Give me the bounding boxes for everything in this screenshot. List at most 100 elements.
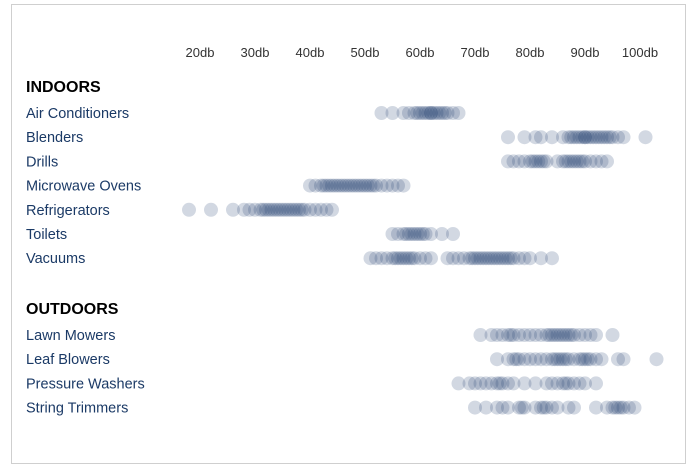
data-point xyxy=(611,130,625,145)
data-point xyxy=(404,251,419,266)
data-point xyxy=(556,376,570,391)
data-point xyxy=(506,328,521,342)
data-point xyxy=(578,376,592,391)
data-point xyxy=(605,328,620,342)
data-point xyxy=(495,328,510,342)
data-point xyxy=(479,251,493,266)
data-point xyxy=(440,106,455,120)
data-point xyxy=(275,202,290,217)
data-point xyxy=(550,352,565,367)
data-point xyxy=(355,178,370,193)
data-point xyxy=(391,251,405,266)
data-point xyxy=(528,376,543,391)
data-point xyxy=(578,130,592,145)
data-point xyxy=(446,227,460,241)
data-point xyxy=(591,130,606,145)
data-point xyxy=(561,328,576,342)
data-point xyxy=(404,227,419,241)
data-point xyxy=(473,376,488,391)
data-point xyxy=(589,400,603,415)
data-point xyxy=(583,328,598,342)
data-point xyxy=(413,106,427,120)
category-label: Blenders xyxy=(26,130,83,146)
data-point xyxy=(572,352,587,367)
data-point xyxy=(528,130,543,145)
data-point xyxy=(525,154,540,169)
data-point xyxy=(182,202,196,217)
data-point xyxy=(396,178,411,193)
data-point xyxy=(575,130,590,145)
data-point xyxy=(594,130,609,145)
data-point xyxy=(578,328,592,342)
data-point xyxy=(561,376,576,391)
data-point xyxy=(457,251,471,266)
data-point xyxy=(413,227,427,241)
data-point xyxy=(616,352,631,367)
data-point xyxy=(528,400,543,415)
data-point xyxy=(509,352,524,367)
data-point xyxy=(550,328,565,342)
data-point xyxy=(501,154,515,169)
data-point xyxy=(589,328,603,342)
data-point xyxy=(539,328,554,342)
data-point xyxy=(567,352,581,367)
data-point xyxy=(352,178,367,193)
data-point xyxy=(393,251,408,266)
data-point xyxy=(415,227,430,241)
data-point xyxy=(363,251,378,266)
data-point xyxy=(517,328,532,342)
data-point xyxy=(435,227,449,241)
data-point xyxy=(451,251,466,266)
data-point xyxy=(564,328,579,342)
data-point xyxy=(492,376,507,391)
data-point xyxy=(256,202,271,217)
data-point xyxy=(374,106,389,120)
data-point xyxy=(429,106,444,120)
data-point xyxy=(616,400,631,415)
data-point xyxy=(539,352,554,367)
data-point xyxy=(319,202,334,217)
data-point xyxy=(446,251,460,266)
data-point xyxy=(336,178,350,193)
data-point xyxy=(292,202,306,217)
data-point xyxy=(536,154,551,169)
data-point xyxy=(424,106,438,120)
data-point xyxy=(583,154,598,169)
data-point xyxy=(616,130,631,145)
data-point xyxy=(534,328,548,342)
data-point xyxy=(490,328,504,342)
data-point xyxy=(487,251,502,266)
data-point xyxy=(553,328,568,342)
data-point xyxy=(506,376,521,391)
data-point xyxy=(517,352,532,367)
data-point xyxy=(602,130,617,145)
data-point xyxy=(501,400,515,415)
data-point xyxy=(627,400,642,415)
data-point xyxy=(407,227,422,241)
data-point xyxy=(319,178,334,193)
data-point xyxy=(465,251,480,266)
data-point xyxy=(322,178,337,193)
data-point xyxy=(437,106,452,120)
data-point xyxy=(492,251,507,266)
data-point xyxy=(462,251,477,266)
data-point xyxy=(600,154,614,169)
data-point xyxy=(512,154,526,169)
data-point xyxy=(597,130,612,145)
data-point xyxy=(490,400,504,415)
data-point xyxy=(605,400,620,415)
data-point xyxy=(325,178,339,193)
data-point xyxy=(523,328,537,342)
data-point xyxy=(468,400,482,415)
data-point xyxy=(536,400,551,415)
category-label: Leaf Blowers xyxy=(26,352,110,368)
data-point xyxy=(569,154,584,169)
data-point xyxy=(572,376,587,391)
data-point xyxy=(363,178,378,193)
data-point xyxy=(600,130,614,145)
data-point xyxy=(594,154,609,169)
data-point xyxy=(501,376,515,391)
data-point xyxy=(399,251,414,266)
data-point xyxy=(583,130,598,145)
data-point xyxy=(503,328,518,342)
